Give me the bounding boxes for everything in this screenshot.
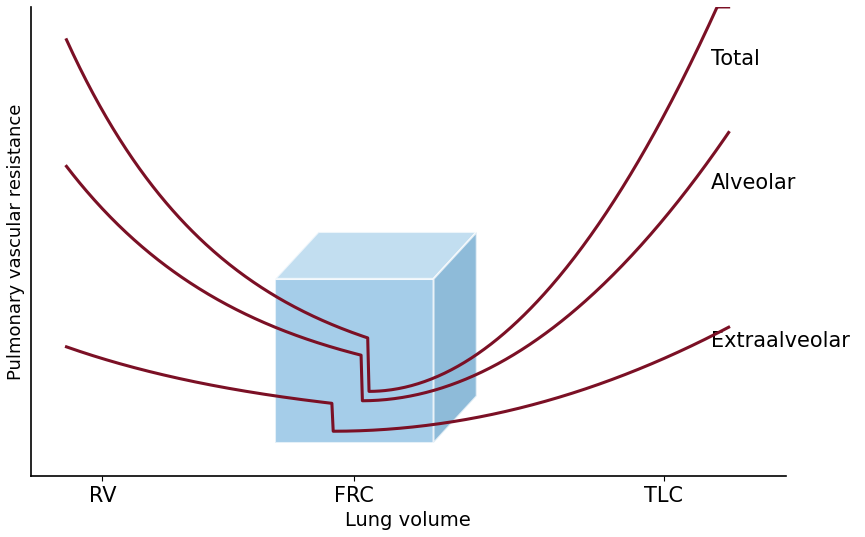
Polygon shape xyxy=(433,232,477,443)
Text: Total: Total xyxy=(711,49,759,69)
Polygon shape xyxy=(275,279,433,443)
Y-axis label: Pulmonary vascular resistance: Pulmonary vascular resistance xyxy=(7,103,25,380)
Polygon shape xyxy=(275,232,477,279)
Text: Alveolar: Alveolar xyxy=(711,172,796,192)
X-axis label: Lung volume: Lung volume xyxy=(345,511,471,530)
Text: Extraalveolar: Extraalveolar xyxy=(711,331,849,351)
